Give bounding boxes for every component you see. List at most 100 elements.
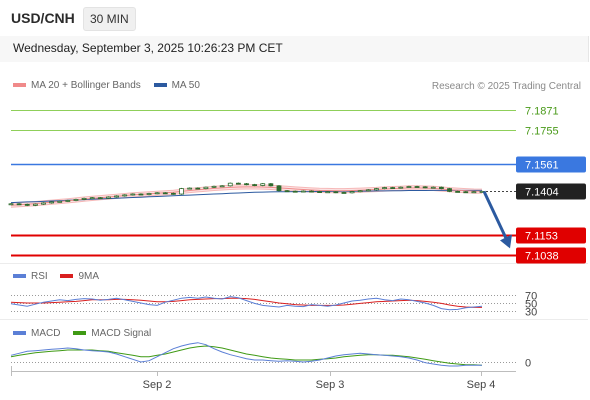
support-label-5: 7.1038 (525, 251, 559, 263)
candle-body (122, 194, 128, 197)
rsi-legend: RSI 9MA (13, 271, 109, 282)
candle-body (49, 201, 55, 204)
projection-arrow-head (500, 234, 512, 249)
support-label-4: 7.1153 (525, 231, 558, 243)
candle-body (455, 191, 461, 193)
candle-body (73, 199, 79, 201)
pivot-label-2: 7.1561 (525, 160, 559, 172)
macd-swatch (13, 331, 26, 336)
candle-body (227, 182, 233, 187)
candle-body (438, 186, 444, 190)
candle-body (325, 191, 331, 194)
timeframe-button[interactable]: 30 MIN (83, 7, 136, 31)
candle-body (398, 186, 404, 189)
candle-body (349, 191, 355, 194)
candle-body (138, 193, 144, 196)
macd-tick-0: 0 (525, 358, 531, 370)
ma20-swatch (13, 83, 26, 88)
candle-body (252, 184, 258, 186)
candle-body (317, 191, 322, 193)
rsi-macd-divider (0, 319, 588, 320)
pivot-tag-2 (516, 156, 586, 173)
ma20-label: MA 20 + Bollinger Bands (31, 80, 141, 91)
rsi-tick-50: 50 (525, 299, 537, 311)
datetime-text: Wednesday, September 3, 2025 10:26:23 PM… (13, 41, 283, 55)
macd-signal-swatch (73, 331, 87, 336)
rsi-swatch (13, 274, 26, 279)
macd-signal-line (10, 345, 483, 366)
candle-body (447, 188, 452, 192)
rsi-line (10, 296, 483, 311)
ma50-label: MA 50 (171, 80, 200, 91)
macd-signal-label: MACD Signal (91, 328, 152, 339)
candle-body (268, 183, 274, 187)
candle-body (114, 195, 119, 198)
candle-body (171, 192, 176, 195)
candle-body (89, 197, 95, 200)
candle-body (244, 183, 249, 186)
time-label-2: Sep 4 (467, 379, 496, 391)
research-credit: Research © 2025 Trading Central (431, 81, 581, 92)
legend-ma50: MA 50 (153, 80, 200, 91)
candle-body (130, 193, 136, 196)
macd-line (10, 342, 482, 367)
candle-body (187, 187, 193, 190)
candle-body (422, 186, 428, 189)
legend-rsi-ma: 9MA (60, 271, 99, 282)
candle-body (430, 186, 436, 189)
candle-body (24, 203, 30, 206)
last-price-label: 7.1404 (525, 187, 559, 199)
chart-header: USD/CNH 30 MIN (0, 0, 590, 36)
candle-body (260, 183, 266, 186)
legend-rsi: RSI (13, 271, 48, 282)
candle-body (414, 186, 420, 188)
candle-body (16, 203, 22, 206)
price-rsi-divider (0, 263, 588, 264)
rsi-ma-swatch (60, 274, 74, 279)
support-tag-5 (516, 247, 586, 264)
candle-body (203, 186, 209, 190)
candle-body (463, 191, 469, 194)
ma50-swatch (153, 83, 167, 88)
legend-macd: MACD (13, 328, 60, 339)
rsi-tick-30: 30 (525, 307, 537, 319)
ma20-line (10, 186, 483, 206)
time-label-1: Sep 3 (316, 379, 345, 391)
candle-body (276, 185, 282, 192)
candle-body (300, 190, 306, 193)
ma50-line (10, 189, 482, 204)
candle-body (284, 190, 290, 193)
candle-body (106, 196, 111, 199)
projection-arrow-shaft (482, 190, 509, 242)
candle-body (309, 190, 314, 193)
support-tag-4 (516, 227, 586, 244)
candle-body (195, 187, 201, 190)
candle-body (211, 185, 217, 188)
rsi-ma-label: 9MA (78, 271, 100, 282)
time-label-0: Sep 2 (143, 379, 172, 391)
rsi-ma-line (10, 297, 482, 308)
candle-body (162, 192, 168, 195)
candle-body (341, 192, 347, 194)
candle-body (41, 202, 46, 205)
resistance-label-1: 7.1755 (525, 126, 559, 138)
rsi-label: RSI (31, 271, 48, 282)
candle-body (390, 187, 396, 189)
candle-body (333, 191, 339, 194)
legend-ma20: MA 20 + Bollinger Bands (13, 80, 141, 91)
rsi-tick-70: 70 (525, 291, 537, 303)
legend-macd-signal: MACD Signal (73, 328, 151, 339)
candle-body (8, 203, 14, 206)
candle-body (81, 197, 87, 200)
candle-body (406, 186, 412, 188)
candle-body (365, 189, 371, 192)
macd-label: MACD (31, 328, 61, 339)
candle-body (146, 193, 152, 195)
candle-body (154, 192, 160, 195)
candle-body (357, 190, 363, 193)
macd-legend: MACD MACD Signal (13, 328, 161, 339)
candle-body (179, 188, 184, 195)
candle-body (32, 203, 38, 206)
datetime-bar: Wednesday, September 3, 2025 10:26:23 PM… (0, 36, 589, 62)
